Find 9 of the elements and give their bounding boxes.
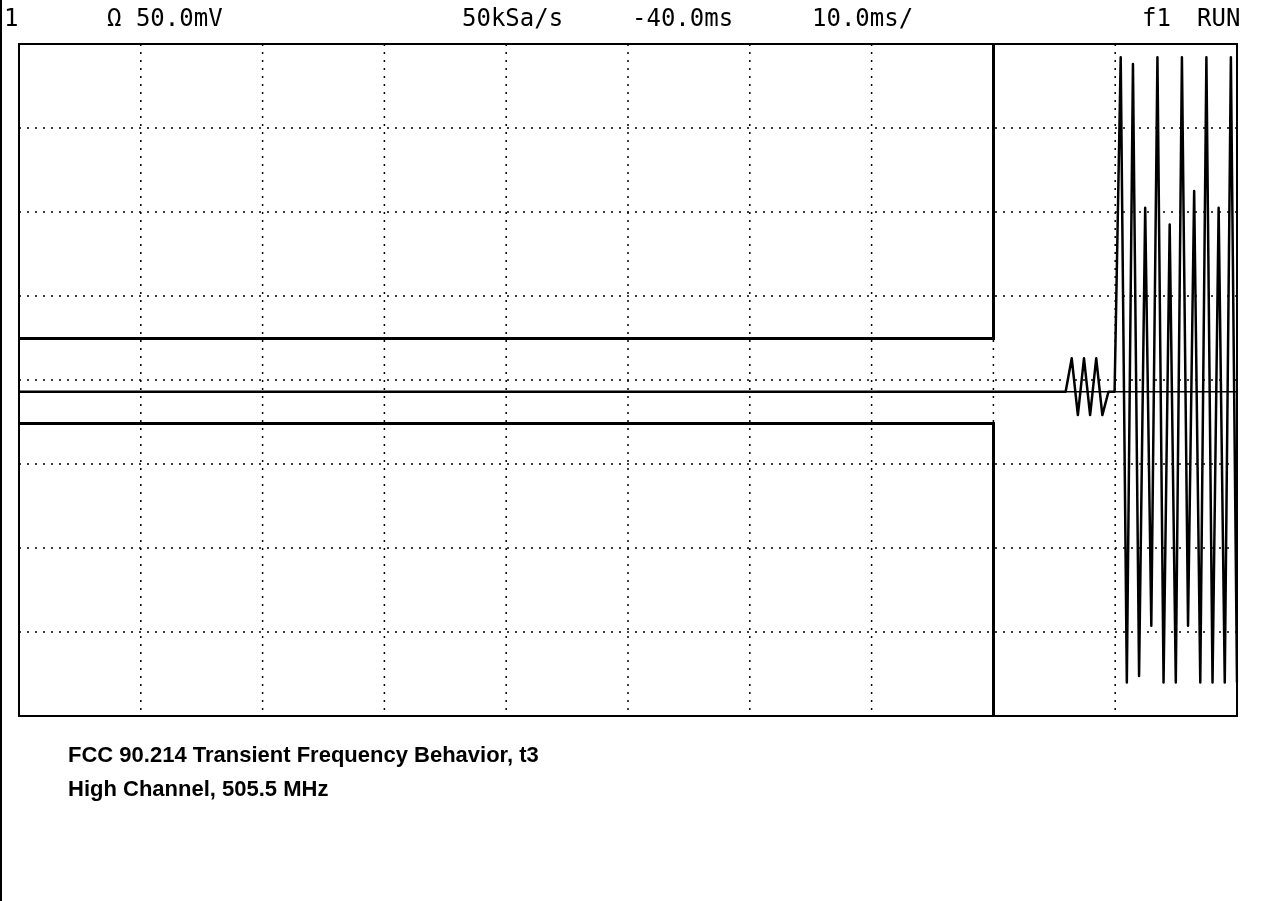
- text: 1: [4, 4, 19, 32]
- text: -40.0ms: [632, 4, 734, 32]
- text: f1: [1142, 4, 1171, 32]
- text: Ω 50.0mV: [107, 4, 223, 32]
- text: 50kSa/s: [462, 4, 564, 32]
- text: 10.0ms/: [812, 4, 914, 32]
- text: FCC 90.214 Transient Frequency Behavior, t3: [68, 741, 539, 769]
- text: High Channel, 505.5 MHz: [68, 775, 330, 803]
- text: RUN: [1197, 4, 1241, 32]
